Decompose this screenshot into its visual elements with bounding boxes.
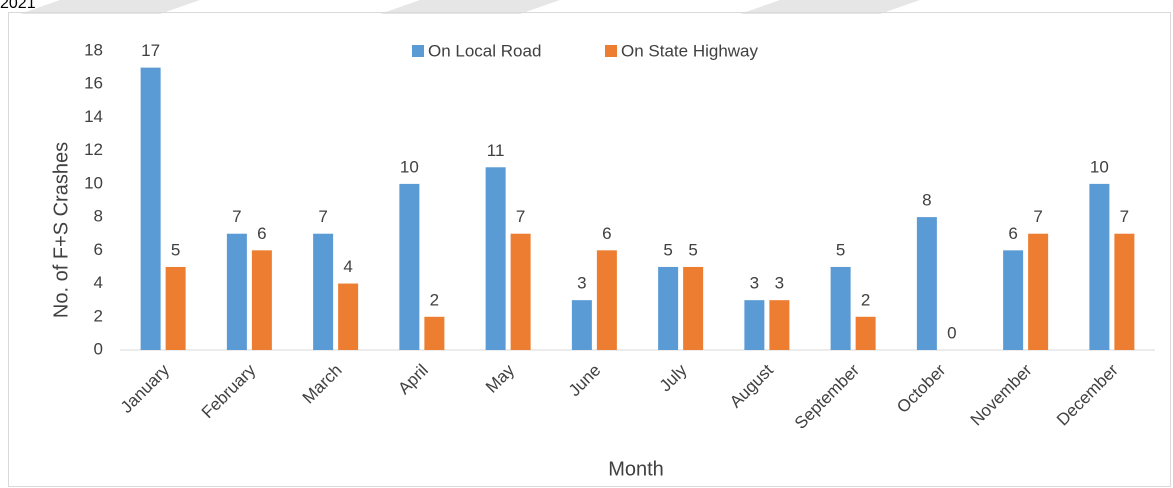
x-tick-label: January xyxy=(117,360,174,417)
bar xyxy=(744,300,765,350)
value-label: 6 xyxy=(257,224,266,243)
x-tick-label: September xyxy=(791,360,863,432)
bar xyxy=(658,266,679,350)
x-tick-label: July xyxy=(656,360,691,395)
bar xyxy=(1089,183,1110,350)
y-tick-label: 6 xyxy=(94,240,103,259)
decoration xyxy=(20,0,200,14)
bar xyxy=(165,266,186,350)
y-tick-label: 10 xyxy=(84,173,103,192)
value-label: 7 xyxy=(318,207,327,226)
legend-swatch xyxy=(412,45,424,57)
value-label: 3 xyxy=(750,274,759,293)
value-label: 5 xyxy=(688,240,697,259)
bar xyxy=(313,233,334,350)
bar xyxy=(830,266,851,350)
x-tick-label: November xyxy=(967,360,1036,429)
value-label: 7 xyxy=(232,207,241,226)
bar xyxy=(338,283,359,350)
bar xyxy=(251,250,272,350)
value-label: 5 xyxy=(171,240,180,259)
x-tick-label: May xyxy=(482,360,518,396)
bar xyxy=(916,217,937,350)
decoration xyxy=(740,0,920,14)
value-label: 2 xyxy=(430,290,439,309)
bar xyxy=(1114,233,1135,350)
legend-label: On Local Road xyxy=(428,41,541,60)
x-tick-label: August xyxy=(726,360,777,411)
value-label: 7 xyxy=(1120,207,1129,226)
y-tick-label: 0 xyxy=(94,339,103,358)
value-label: 7 xyxy=(516,207,525,226)
bar xyxy=(399,183,420,350)
bar xyxy=(596,250,617,350)
x-axis-label: Month xyxy=(608,458,664,480)
x-tick-label: June xyxy=(565,361,605,401)
bar xyxy=(510,233,531,350)
value-label: 6 xyxy=(602,224,611,243)
value-label: 6 xyxy=(1008,224,1017,243)
value-label: 10 xyxy=(1090,157,1109,176)
legend-swatch xyxy=(605,45,617,57)
header-text: 2021 xyxy=(0,0,36,12)
bar xyxy=(424,316,445,350)
value-label: 4 xyxy=(343,257,352,276)
legend-label: On State Highway xyxy=(621,41,759,60)
value-label: 0 xyxy=(947,323,956,342)
x-tick-label: December xyxy=(1053,360,1122,429)
value-label: 3 xyxy=(577,274,586,293)
x-tick-label: April xyxy=(394,361,431,398)
value-label: 8 xyxy=(922,191,931,210)
value-label: 5 xyxy=(836,240,845,259)
bar xyxy=(1003,250,1024,350)
value-label: 5 xyxy=(663,240,672,259)
y-tick-label: 8 xyxy=(94,207,103,226)
y-tick-label: 4 xyxy=(94,273,103,292)
y-tick-label: 18 xyxy=(84,40,103,59)
y-axis-label: No. of F+S Crashes xyxy=(50,142,72,318)
y-tick-label: 12 xyxy=(84,140,103,159)
value-label: 11 xyxy=(487,141,505,160)
x-tick-label: October xyxy=(893,360,949,416)
decoration xyxy=(380,0,560,14)
value-label: 2 xyxy=(861,290,870,309)
chart-frame xyxy=(8,12,1171,487)
x-tick-label: February xyxy=(198,360,260,422)
bar xyxy=(226,233,247,350)
x-tick-label: March xyxy=(299,361,346,408)
y-tick-label: 2 xyxy=(94,306,103,325)
value-label: 7 xyxy=(1033,207,1042,226)
value-label: 3 xyxy=(775,274,784,293)
value-label: 10 xyxy=(400,157,419,176)
bar xyxy=(855,316,876,350)
bar xyxy=(683,266,704,350)
bar xyxy=(769,300,790,350)
bar xyxy=(140,67,161,350)
bar xyxy=(485,167,506,350)
value-label: 17 xyxy=(141,41,160,60)
y-tick-label: 16 xyxy=(84,74,103,93)
bar xyxy=(571,300,592,350)
bar xyxy=(1028,233,1049,350)
y-tick-label: 14 xyxy=(84,107,103,126)
